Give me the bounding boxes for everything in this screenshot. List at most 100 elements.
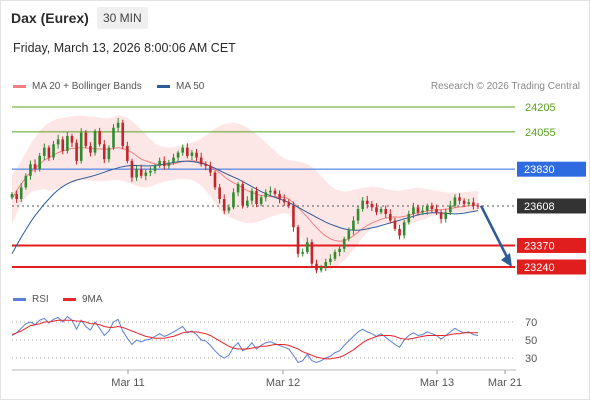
candle-body (324, 262, 328, 267)
candle-body (89, 145, 92, 153)
timeframe-badge[interactable]: 30 MIN (97, 7, 148, 29)
candle-body (199, 157, 203, 165)
candle-body (255, 190, 258, 204)
candle-body (310, 242, 314, 264)
candle-body (10, 194, 14, 198)
candles (10, 117, 480, 274)
candle-body (93, 131, 97, 153)
candle-body (149, 170, 152, 173)
candle-body (333, 252, 337, 259)
level-tag-23608 (517, 198, 586, 214)
time-label: Mar 21 (488, 377, 522, 389)
candle-body (476, 205, 480, 207)
candle-body (52, 144, 55, 158)
rsi-tick-50: 50 (525, 335, 537, 347)
candle-body (186, 147, 189, 156)
candle-body (236, 184, 240, 193)
candle-body (130, 160, 134, 178)
candle-body (462, 200, 466, 204)
candle-body (282, 199, 286, 203)
time-label: Mar 11 (111, 377, 144, 389)
candle-body (389, 213, 392, 221)
candle-body (458, 197, 461, 201)
forecast-arrow-shaft (479, 205, 511, 262)
level-label-24205: 24205 (525, 102, 556, 114)
ma20-legend-label: MA 20 + Bollinger Bands (32, 81, 142, 92)
candle-body (153, 165, 157, 171)
candle-body (135, 169, 138, 178)
candle-body (356, 208, 360, 221)
candle-body (213, 172, 217, 188)
candle-body (195, 152, 198, 158)
candle-body (158, 160, 161, 166)
candle-body (15, 194, 18, 200)
candle-body (181, 147, 185, 153)
candle-body (172, 157, 175, 163)
candle-body (38, 155, 41, 170)
candle-body (430, 205, 434, 209)
candle-body (319, 267, 323, 271)
ma50-line (11, 160, 479, 254)
level-tag-23240 (517, 259, 586, 275)
candle-body (292, 205, 295, 228)
candle-body (375, 207, 378, 213)
level-label-24055: 24055 (525, 127, 556, 139)
rsi-legend-label: RSI (32, 294, 49, 305)
candle-body (218, 187, 221, 200)
candle-body (222, 199, 226, 211)
candle-body (365, 200, 369, 204)
rsi-tick-70: 70 (525, 317, 537, 329)
candle-body (398, 228, 401, 236)
candle-body (352, 220, 355, 231)
candle-body (24, 175, 28, 188)
candle-body (246, 200, 249, 206)
level-tag-23830 (517, 161, 586, 177)
legend-ma50: MA 50 (157, 81, 204, 92)
forecast-arrow-head (501, 253, 512, 267)
candle-body (329, 258, 332, 263)
candle-body (449, 205, 452, 213)
legend-ma20: MA 20 + Bollinger Bands (13, 81, 142, 92)
candle-body (467, 202, 471, 204)
candle-body (338, 248, 341, 253)
candle-body (232, 192, 235, 208)
candle-body (393, 220, 397, 229)
level-label-23608: 23608 (524, 201, 555, 213)
candle-body (33, 164, 37, 170)
candle-body (370, 203, 374, 208)
datetime-label: Friday, March 13, 2026 8:00:06 AM CET (13, 41, 236, 55)
candle-body (79, 132, 83, 161)
candle-body (66, 136, 69, 151)
level-label-23240: 23240 (524, 262, 555, 274)
rsi-swatch (13, 298, 26, 301)
candle-body (305, 242, 309, 253)
candle-body (412, 207, 415, 214)
candle-body (19, 187, 23, 200)
candle-body (384, 208, 388, 214)
candle-body (301, 252, 304, 254)
candle-body (264, 192, 268, 198)
instrument-title: Dax (Eurex) (11, 10, 89, 26)
candle-body (315, 263, 318, 271)
candle-body (84, 132, 88, 146)
level-label-23830: 23830 (524, 164, 555, 176)
candle-body (176, 152, 180, 158)
time-label: Mar 12 (266, 377, 300, 389)
level-label-23370: 23370 (524, 240, 555, 252)
credit-text: Research © 2026 Trading Central (430, 81, 580, 92)
candle-body (98, 131, 101, 145)
candle-body (144, 172, 148, 176)
candle-body (121, 122, 125, 146)
candle-body (287, 202, 291, 206)
rsi-tick-30: 30 (525, 353, 537, 365)
candle-body (204, 164, 208, 166)
candle-body (102, 144, 106, 160)
candle-body (402, 222, 406, 236)
candle-body (209, 165, 212, 173)
candle-body (42, 147, 46, 156)
candle-body (61, 139, 65, 151)
ma50-legend-label: MA 50 (176, 81, 205, 92)
candle-body (296, 227, 300, 254)
candle-body (472, 202, 475, 206)
